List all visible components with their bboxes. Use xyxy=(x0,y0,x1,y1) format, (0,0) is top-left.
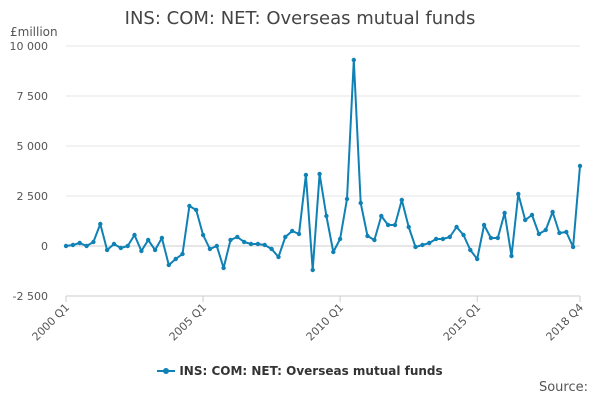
data-point[interactable] xyxy=(296,231,302,237)
data-point[interactable] xyxy=(385,222,391,228)
x-tick-label: 2010 Q1 xyxy=(304,301,347,344)
x-tick-label: 2018 Q4 xyxy=(544,301,587,344)
data-point[interactable] xyxy=(420,242,425,248)
data-point[interactable] xyxy=(166,262,171,268)
data-point[interactable] xyxy=(488,235,494,241)
data-point[interactable] xyxy=(187,203,192,209)
data-point[interactable] xyxy=(303,172,309,178)
data-point[interactable] xyxy=(529,212,535,218)
data-point[interactable] xyxy=(413,244,418,250)
data-point[interactable] xyxy=(331,249,336,255)
data-point[interactable] xyxy=(214,243,219,249)
data-point[interactable] xyxy=(379,213,384,219)
data-point[interactable] xyxy=(221,265,226,271)
data-point[interactable] xyxy=(372,237,377,243)
data-point[interactable] xyxy=(207,246,213,252)
data-point[interactable] xyxy=(502,210,507,216)
y-axis-label: £million xyxy=(10,25,58,39)
data-point[interactable] xyxy=(468,247,473,253)
data-point[interactable] xyxy=(98,221,103,227)
x-tick-label: 2005 Q1 xyxy=(167,301,210,344)
data-point[interactable] xyxy=(91,239,96,245)
data-point[interactable] xyxy=(358,200,363,206)
data-point[interactable] xyxy=(255,241,261,247)
data-point[interactable] xyxy=(262,242,267,248)
y-tick-label: 0 xyxy=(41,240,48,253)
data-point[interactable] xyxy=(406,224,411,230)
data-point[interactable] xyxy=(242,239,247,245)
data-point[interactable] xyxy=(399,197,404,203)
data-point[interactable] xyxy=(516,191,521,197)
data-point[interactable] xyxy=(70,242,76,248)
legend-marker-icon xyxy=(157,365,176,377)
data-point[interactable] xyxy=(337,236,343,242)
data-point[interactable] xyxy=(84,243,89,249)
data-point[interactable] xyxy=(509,253,514,259)
series-line xyxy=(65,59,581,271)
data-point[interactable] xyxy=(152,247,158,253)
data-point[interactable] xyxy=(317,171,322,177)
data-point[interactable] xyxy=(180,251,185,257)
data-point[interactable] xyxy=(427,240,432,246)
data-point[interactable] xyxy=(543,227,548,233)
data-point[interactable] xyxy=(118,245,124,251)
data-point[interactable] xyxy=(139,248,144,254)
data-point[interactable] xyxy=(536,231,542,237)
data-point[interactable] xyxy=(461,232,466,238)
data-point[interactable] xyxy=(475,256,480,262)
data-point[interactable] xyxy=(523,217,528,223)
data-point[interactable] xyxy=(173,256,178,262)
y-tick-label: 5 000 xyxy=(17,140,49,153)
data-point[interactable] xyxy=(132,232,137,238)
data-point[interactable] xyxy=(290,228,295,234)
data-point[interactable] xyxy=(276,254,281,260)
legend[interactable]: INS: COM: NET: Overseas mutual funds xyxy=(0,364,600,378)
data-point[interactable] xyxy=(344,196,350,202)
data-point[interactable] xyxy=(63,243,69,249)
y-tick-label: 2 500 xyxy=(17,190,49,203)
series-layer xyxy=(63,57,583,273)
data-point[interactable] xyxy=(269,246,274,252)
data-point[interactable] xyxy=(283,234,288,240)
data-point[interactable] xyxy=(146,237,151,243)
data-point[interactable] xyxy=(351,57,356,63)
data-point[interactable] xyxy=(550,209,555,215)
data-point[interactable] xyxy=(440,236,446,242)
data-point[interactable] xyxy=(235,234,240,240)
data-point[interactable] xyxy=(564,229,569,235)
data-point[interactable] xyxy=(310,267,315,273)
data-point[interactable] xyxy=(159,235,165,241)
data-point[interactable] xyxy=(570,244,576,250)
gridlines xyxy=(66,45,580,297)
source-label: Source: xyxy=(538,380,588,395)
x-axis: 2000 Q1 2005 Q1 2010 Q1 2015 Q1 2018 Q4 xyxy=(30,295,587,344)
data-point[interactable] xyxy=(577,163,583,169)
data-point[interactable] xyxy=(125,243,130,249)
data-point[interactable] xyxy=(495,235,500,241)
data-point[interactable] xyxy=(104,247,110,253)
data-point[interactable] xyxy=(447,234,452,240)
data-point[interactable] xyxy=(248,241,254,247)
data-point[interactable] xyxy=(392,222,398,228)
chart-title: INS: COM: NET: Overseas mutual funds xyxy=(124,8,476,29)
data-point[interactable] xyxy=(324,213,329,219)
data-point[interactable] xyxy=(365,233,370,239)
y-tick-label: -2 500 xyxy=(13,290,48,303)
data-point[interactable] xyxy=(194,207,199,213)
y-tick-labels: -2 500 0 2 500 5 000 7 500 10 000 xyxy=(10,40,49,303)
data-point[interactable] xyxy=(77,240,82,246)
data-point[interactable] xyxy=(557,230,562,236)
x-tick-label: 2000 Q1 xyxy=(30,301,73,344)
data-point[interactable] xyxy=(454,224,459,230)
y-tick-label: 10 000 xyxy=(10,40,49,53)
data-point[interactable] xyxy=(228,237,233,243)
legend-label: INS: COM: NET: Overseas mutual funds xyxy=(179,364,443,378)
data-point[interactable] xyxy=(200,232,206,238)
data-point[interactable] xyxy=(433,236,439,242)
y-tick-label: 7 500 xyxy=(17,90,49,103)
data-point[interactable] xyxy=(111,241,117,247)
data-point[interactable] xyxy=(481,222,487,228)
x-tick-label: 2015 Q1 xyxy=(441,301,484,344)
